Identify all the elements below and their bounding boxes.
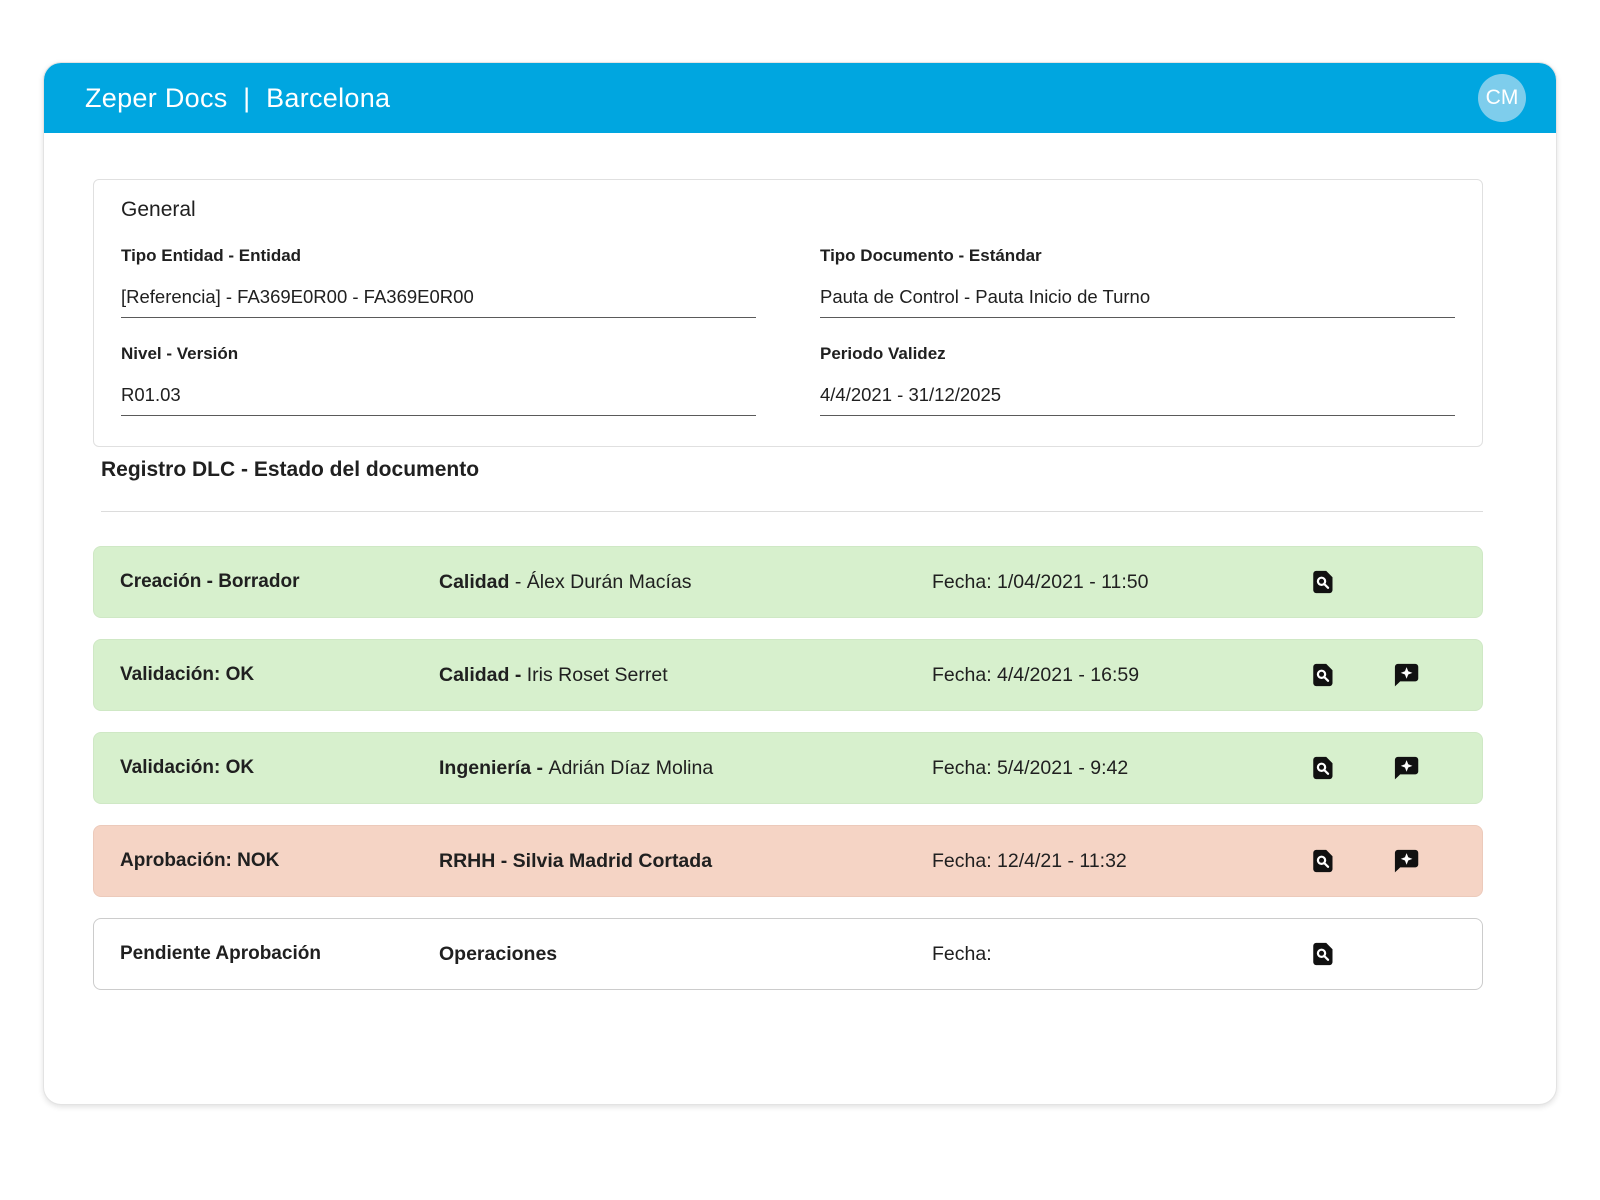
field-label: Periodo Validez: [820, 344, 946, 363]
document-search-icon[interactable]: [1308, 754, 1336, 782]
comment-sparkle-icon[interactable]: [1392, 754, 1420, 782]
comment-sparkle-icon[interactable]: [1392, 661, 1420, 689]
row-status: Validación: OK: [120, 757, 255, 778]
field-label: Nivel - Versión: [121, 344, 239, 363]
general-section: General Tipo Entidad - Entidad [Referenc…: [93, 179, 1483, 447]
row-fecha: Fecha:: [932, 942, 992, 965]
row-status: Pendiente Aprobación: [120, 943, 321, 964]
row-department: Ingeniería -: [439, 756, 549, 779]
row-department: Operaciones: [439, 942, 558, 965]
row-person: Operaciones: [439, 943, 932, 966]
dlc-row-aprobacion-nok: Aprobación: NOK RRHH - Silvia Madrid Cor…: [93, 825, 1483, 897]
row-fecha: Fecha: 12/4/21 - 11:32: [932, 849, 1127, 872]
tipo-entidad-input[interactable]: [Referencia] - FA369E0R00 - FA369E0R00: [121, 286, 756, 318]
row-status: Creación - Borrador: [120, 571, 300, 592]
app-window: Zeper Docs | Barcelona CM General Tipo E…: [43, 62, 1557, 1105]
row-person-name: Adrián Díaz Molina: [548, 756, 714, 779]
row-person-name: - Álex Durán Macías: [509, 570, 692, 593]
dlc-row-pendiente: Pendiente Aprobación Operaciones Fecha:: [93, 918, 1483, 990]
row-status: Aprobación: NOK: [120, 850, 280, 871]
row-fecha: Fecha: 1/04/2021 - 11:50: [932, 570, 1149, 593]
row-person: Calidad - Álex Durán Macías: [439, 571, 932, 594]
app-header: Zeper Docs | Barcelona CM: [44, 63, 1556, 133]
row-status: Validación: OK: [120, 664, 255, 685]
periodo-validez-input[interactable]: 4/4/2021 - 31/12/2025: [820, 384, 1455, 416]
row-department: Calidad: [439, 570, 510, 593]
document-search-icon[interactable]: [1308, 661, 1336, 689]
dlc-row-validacion-calidad: Validación: OK Calidad - Iris Roset Serr…: [93, 639, 1483, 711]
field-nivel-version: Nivel - Versión R01.03: [121, 344, 756, 416]
field-tipo-documento: Tipo Documento - Estándar Pauta de Contr…: [820, 246, 1455, 318]
field-label: Tipo Entidad - Entidad: [121, 246, 302, 265]
row-person: Calidad - Iris Roset Serret: [439, 664, 932, 687]
dlc-row-list: Creación - Borrador Calidad - Álex Durán…: [93, 546, 1483, 1011]
field-tipo-entidad: Tipo Entidad - Entidad [Referencia] - FA…: [121, 246, 756, 318]
row-person: Ingeniería - Adrián Díaz Molina: [439, 757, 932, 780]
user-avatar[interactable]: CM: [1478, 74, 1526, 122]
row-person-name: Iris Roset Serret: [526, 663, 668, 686]
row-fecha: Fecha: 4/4/2021 - 16:59: [932, 663, 1140, 686]
comment-sparkle-icon[interactable]: [1392, 847, 1420, 875]
document-search-icon[interactable]: [1308, 940, 1336, 968]
general-section-title: General: [121, 198, 196, 221]
registro-section-title: Registro DLC - Estado del documento: [101, 458, 480, 481]
row-department: RRHH - Silvia Madrid Cortada: [439, 849, 713, 872]
document-search-icon[interactable]: [1308, 847, 1336, 875]
row-person: RRHH - Silvia Madrid Cortada: [439, 850, 932, 873]
field-label: Tipo Documento - Estándar: [820, 246, 1042, 265]
nivel-version-input[interactable]: R01.03: [121, 384, 756, 416]
document-search-icon[interactable]: [1308, 568, 1336, 596]
row-fecha: Fecha: 5/4/2021 - 9:42: [932, 756, 1129, 779]
dlc-row-creacion: Creación - Borrador Calidad - Álex Durán…: [93, 546, 1483, 618]
icon-spacer: [1392, 940, 1420, 968]
field-periodo-validez: Periodo Validez 4/4/2021 - 31/12/2025: [820, 344, 1455, 416]
row-department: Calidad -: [439, 663, 527, 686]
section-divider: [101, 511, 1483, 512]
app-title: Zeper Docs | Barcelona: [85, 82, 391, 113]
icon-spacer: [1392, 568, 1420, 596]
dlc-row-validacion-ingenieria: Validación: OK Ingeniería - Adrián Díaz …: [93, 732, 1483, 804]
tipo-documento-input[interactable]: Pauta de Control - Pauta Inicio de Turno: [820, 286, 1455, 318]
